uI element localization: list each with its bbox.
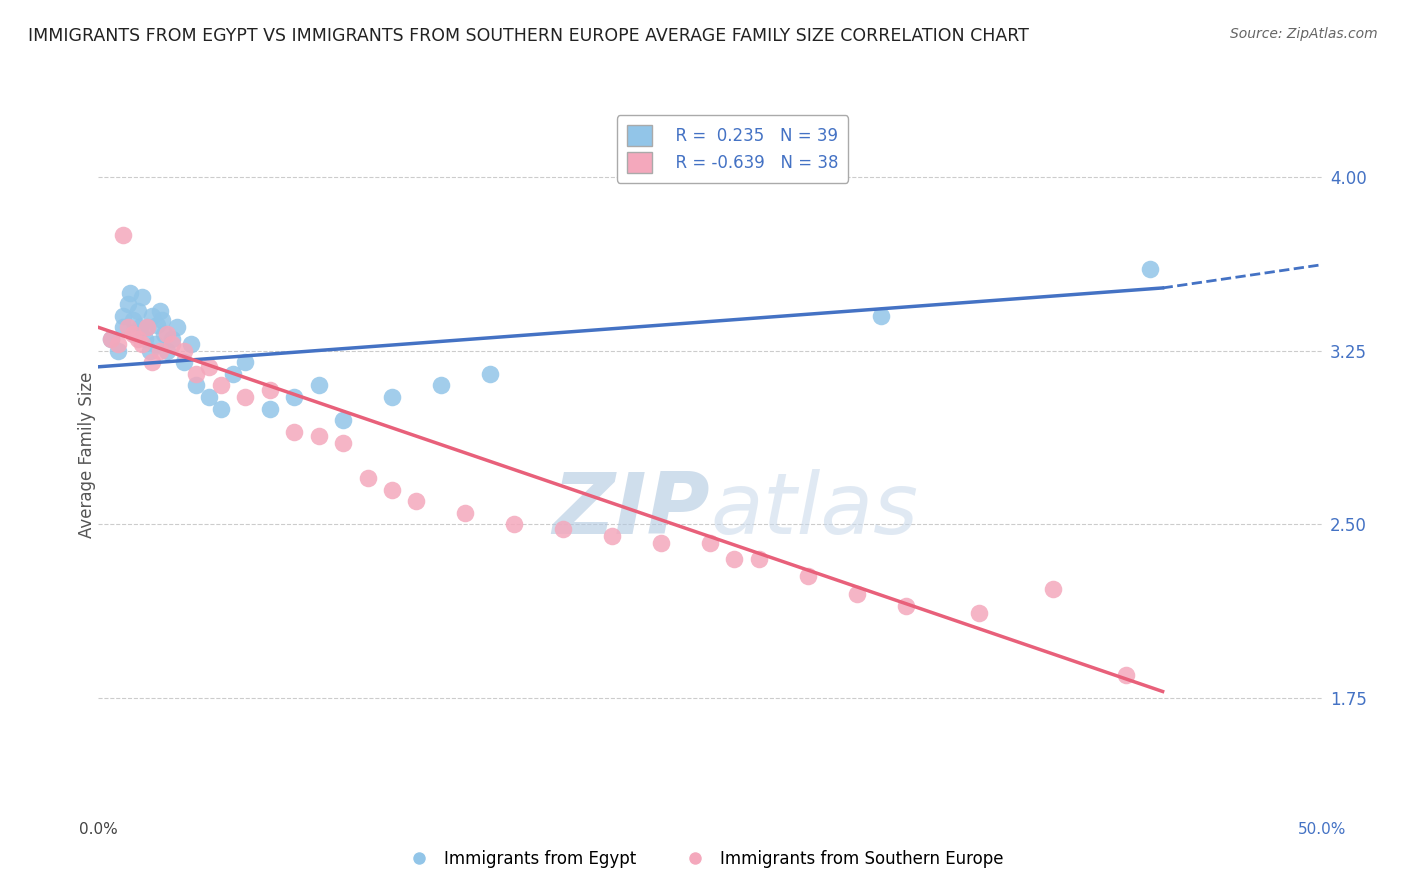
Point (153, 327, 176, 342)
Point (160, 336, 183, 351)
Point (356, 471, 378, 485)
Point (100, 332, 122, 346)
Point (1115, 668, 1137, 682)
Point (180, 336, 202, 351)
Point (127, 332, 149, 346)
Point (332, 413, 354, 427)
Point (650, 536, 672, 550)
Legend:   R =  0.235   N = 39,   R = -0.639   N = 38: R = 0.235 N = 39, R = -0.639 N = 38 (617, 115, 848, 183)
Point (141, 355, 163, 369)
Point (149, 304, 172, 318)
Point (283, 425, 305, 439)
Point (100, 332, 122, 346)
Point (845, 587, 868, 601)
Point (233, 390, 256, 404)
Point (186, 378, 208, 392)
Point (160, 332, 183, 346)
Point (149, 343, 172, 358)
Text: Source: ZipAtlas.com: Source: ZipAtlas.com (1230, 27, 1378, 41)
Point (173, 343, 195, 358)
Text: IMMIGRANTS FROM EGYPT VS IMMIGRANTS FROM SOUTHERN EUROPE AVERAGE FAMILY SIZE COR: IMMIGRANTS FROM EGYPT VS IMMIGRANTS FROM… (28, 27, 1029, 45)
Point (283, 390, 305, 404)
Point (222, 367, 245, 381)
Point (503, 517, 526, 532)
Point (124, 327, 146, 342)
Text: atlas: atlas (710, 469, 918, 552)
Point (723, 552, 745, 566)
Point (139, 343, 162, 358)
Point (870, 309, 893, 323)
Point (111, 320, 134, 334)
Point (553, 522, 575, 536)
Point (332, 436, 354, 450)
Point (209, 378, 232, 392)
Point (967, 606, 990, 620)
Point (117, 320, 139, 334)
Point (1042, 582, 1064, 597)
Point (121, 327, 143, 342)
Point (111, 227, 134, 242)
Point (381, 390, 404, 404)
Point (136, 320, 159, 334)
Point (173, 355, 195, 369)
Point (120, 285, 142, 300)
Point (381, 483, 404, 497)
Point (121, 313, 143, 327)
Point (156, 343, 179, 358)
Point (117, 297, 139, 311)
Text: ZIP: ZIP (553, 469, 710, 552)
Point (134, 332, 156, 346)
Point (150, 313, 173, 327)
Point (308, 378, 330, 392)
Text: 0.0%: 0.0% (79, 822, 118, 837)
Point (259, 383, 281, 397)
Point (156, 327, 179, 342)
Point (600, 529, 623, 543)
Point (454, 506, 477, 520)
Point (107, 336, 129, 351)
Point (141, 309, 163, 323)
Point (1139, 262, 1161, 277)
Point (129, 320, 152, 334)
Point (136, 320, 159, 334)
Y-axis label: Average Family Size: Average Family Size (79, 372, 96, 538)
Point (308, 429, 330, 443)
Point (143, 336, 166, 351)
Text: 50.0%: 50.0% (1298, 822, 1346, 837)
Point (197, 390, 219, 404)
Point (146, 318, 169, 332)
Point (209, 401, 232, 416)
Point (797, 568, 820, 582)
Point (127, 304, 149, 318)
Point (748, 552, 770, 566)
Point (131, 336, 153, 351)
Legend: Immigrants from Egypt, Immigrants from Southern Europe: Immigrants from Egypt, Immigrants from S… (396, 844, 1010, 875)
Point (699, 536, 721, 550)
Point (894, 599, 917, 613)
Point (111, 309, 134, 323)
Point (186, 367, 208, 381)
Point (430, 378, 453, 392)
Point (259, 401, 281, 416)
Point (107, 343, 129, 358)
Point (478, 367, 501, 381)
Point (405, 494, 427, 508)
Point (197, 359, 219, 374)
Point (166, 320, 188, 334)
Point (131, 290, 153, 304)
Point (233, 355, 256, 369)
